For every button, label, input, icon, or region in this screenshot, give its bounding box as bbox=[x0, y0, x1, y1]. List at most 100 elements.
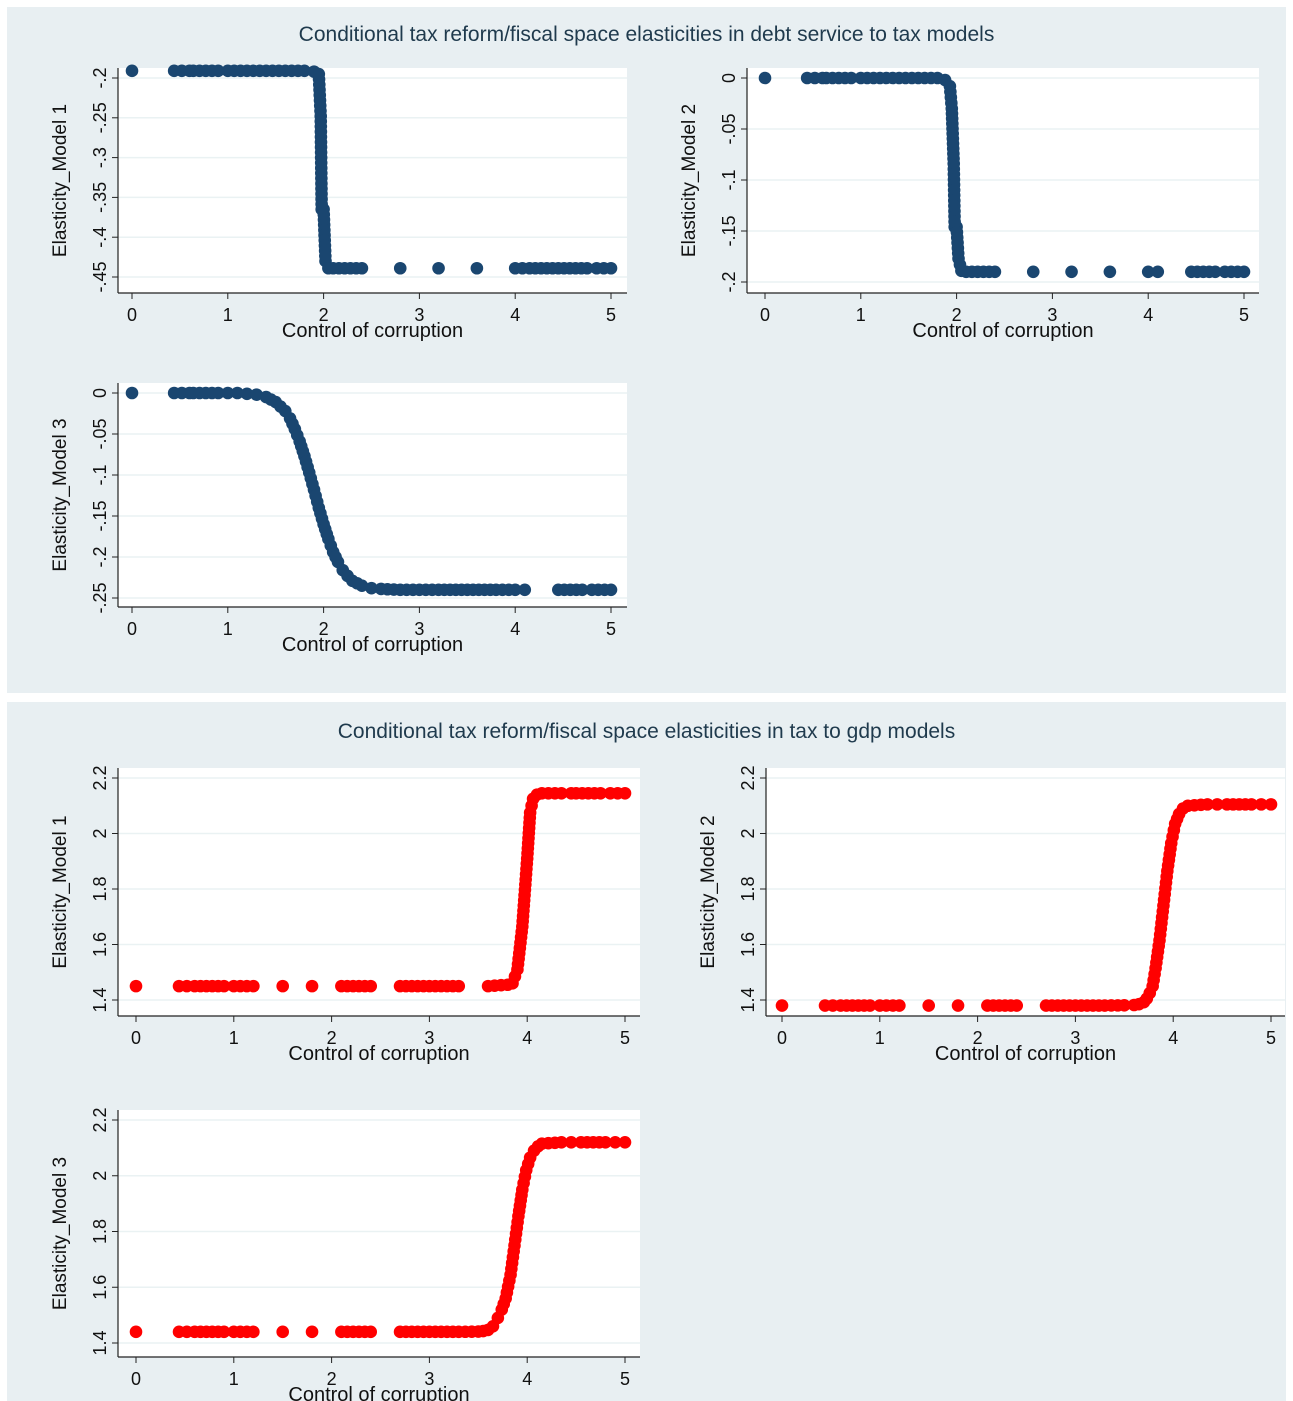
data-point bbox=[886, 71, 900, 85]
data-point bbox=[569, 583, 583, 597]
data-point bbox=[518, 583, 532, 597]
data-point bbox=[515, 1188, 528, 1202]
data-point bbox=[1254, 798, 1268, 811]
x-tick-label: 5 bbox=[620, 1028, 630, 1048]
data-point bbox=[211, 979, 225, 993]
data-point bbox=[231, 386, 244, 400]
x-tick-label: 1 bbox=[223, 305, 233, 325]
data-point bbox=[470, 261, 484, 275]
data-point bbox=[520, 857, 534, 871]
data-point bbox=[1111, 999, 1125, 1012]
data-point bbox=[276, 1325, 290, 1339]
data-point bbox=[951, 999, 965, 1012]
y-axis-label: Elasticity_Model 3 bbox=[50, 418, 71, 571]
data-point bbox=[417, 979, 430, 993]
data-point bbox=[483, 583, 497, 597]
x-tick-label: 4 bbox=[510, 305, 520, 325]
x-tick-label: 2 bbox=[952, 305, 962, 325]
x-tick-label: 0 bbox=[127, 619, 137, 639]
y-tick-label: -.2 bbox=[719, 271, 739, 292]
x-tick-label: 5 bbox=[1239, 305, 1249, 325]
x-tick-label: 2 bbox=[973, 1028, 983, 1048]
data-point bbox=[1194, 798, 1208, 812]
y-tick-label: -.1 bbox=[90, 464, 110, 485]
x-tick-label: 4 bbox=[1143, 305, 1153, 325]
data-point bbox=[1148, 967, 1161, 981]
data-point bbox=[953, 258, 967, 271]
y-tick-label: 1.8 bbox=[90, 876, 110, 901]
y-tick-label: 2.2 bbox=[90, 1107, 110, 1132]
data-point bbox=[365, 581, 378, 595]
x-tick-label: 2 bbox=[327, 1369, 337, 1389]
y-tick-label: -.1 bbox=[719, 169, 739, 190]
data-point bbox=[250, 388, 263, 401]
data-point bbox=[276, 979, 290, 993]
y-tick-label: 2.2 bbox=[738, 765, 758, 790]
data-point bbox=[548, 786, 562, 800]
y-tick-label: 2.2 bbox=[90, 765, 110, 790]
data-point bbox=[1202, 265, 1216, 279]
data-point bbox=[497, 1297, 511, 1311]
x-tick-label: 0 bbox=[777, 1028, 787, 1048]
data-point bbox=[315, 512, 329, 526]
y-tick-label: -.15 bbox=[90, 500, 110, 531]
data-point bbox=[518, 1170, 532, 1183]
x-axis-label: Control of corruption bbox=[912, 320, 1093, 342]
y-tick-label: 1.8 bbox=[738, 876, 758, 901]
x-axis-label: Control of corruption bbox=[288, 1043, 469, 1065]
data-point bbox=[838, 71, 852, 85]
data-point bbox=[291, 64, 305, 78]
data-point bbox=[1210, 798, 1224, 811]
data-point bbox=[320, 527, 334, 541]
data-point bbox=[502, 583, 516, 597]
data-point bbox=[1160, 870, 1173, 884]
data-point bbox=[315, 197, 328, 211]
x-tick-label: 1 bbox=[229, 1369, 239, 1389]
y-tick-label: -.3 bbox=[90, 147, 110, 168]
data-point bbox=[516, 261, 529, 275]
data-point bbox=[1004, 999, 1018, 1012]
data-point bbox=[358, 979, 372, 993]
y-tick-label: -.2 bbox=[90, 67, 110, 88]
data-point bbox=[306, 477, 319, 491]
data-point bbox=[494, 978, 508, 992]
plot-area-1 bbox=[118, 68, 627, 293]
data-point bbox=[264, 393, 278, 406]
x-tick-label: 2 bbox=[319, 619, 329, 639]
data-point bbox=[523, 811, 537, 825]
data-point bbox=[417, 1325, 430, 1339]
x-tick-label: 3 bbox=[424, 1028, 434, 1048]
y-axis-label: Elasticity_Model 1 bbox=[50, 104, 71, 257]
data-point bbox=[358, 1325, 372, 1339]
y-tick-label: -.05 bbox=[90, 418, 110, 449]
data-point bbox=[387, 583, 401, 596]
data-point bbox=[455, 583, 468, 597]
data-point bbox=[525, 799, 538, 813]
x-tick-label: 4 bbox=[1168, 1028, 1178, 1048]
y-tick-label: 1.4 bbox=[90, 987, 110, 1012]
x-tick-label: 3 bbox=[414, 305, 424, 325]
x-tick-label: 5 bbox=[606, 305, 616, 325]
y-axis-label: Elasticity_Model 1 bbox=[50, 815, 71, 968]
data-point bbox=[211, 1325, 225, 1339]
x-tick-label: 0 bbox=[131, 1028, 141, 1048]
data-point bbox=[1264, 798, 1278, 811]
data-point bbox=[775, 999, 789, 1012]
x-tick-label: 4 bbox=[510, 619, 520, 639]
data-point bbox=[1065, 265, 1078, 279]
y-tick-label: 1.6 bbox=[90, 1275, 110, 1300]
x-tick-label: 0 bbox=[131, 1369, 141, 1389]
data-point bbox=[503, 1274, 516, 1287]
x-tick-label: 3 bbox=[424, 1369, 434, 1389]
data-point bbox=[521, 1157, 535, 1171]
data-point bbox=[515, 925, 528, 939]
y-tick-label: 0 bbox=[90, 388, 110, 398]
plot-area-4 bbox=[118, 768, 640, 1016]
x-tick-label: 0 bbox=[760, 305, 770, 325]
data-point bbox=[982, 265, 996, 279]
x-tick-label: 4 bbox=[522, 1028, 532, 1048]
data-point bbox=[1092, 999, 1106, 1012]
data-point bbox=[349, 261, 363, 275]
data-point bbox=[507, 1244, 521, 1258]
data-point bbox=[1141, 265, 1155, 279]
